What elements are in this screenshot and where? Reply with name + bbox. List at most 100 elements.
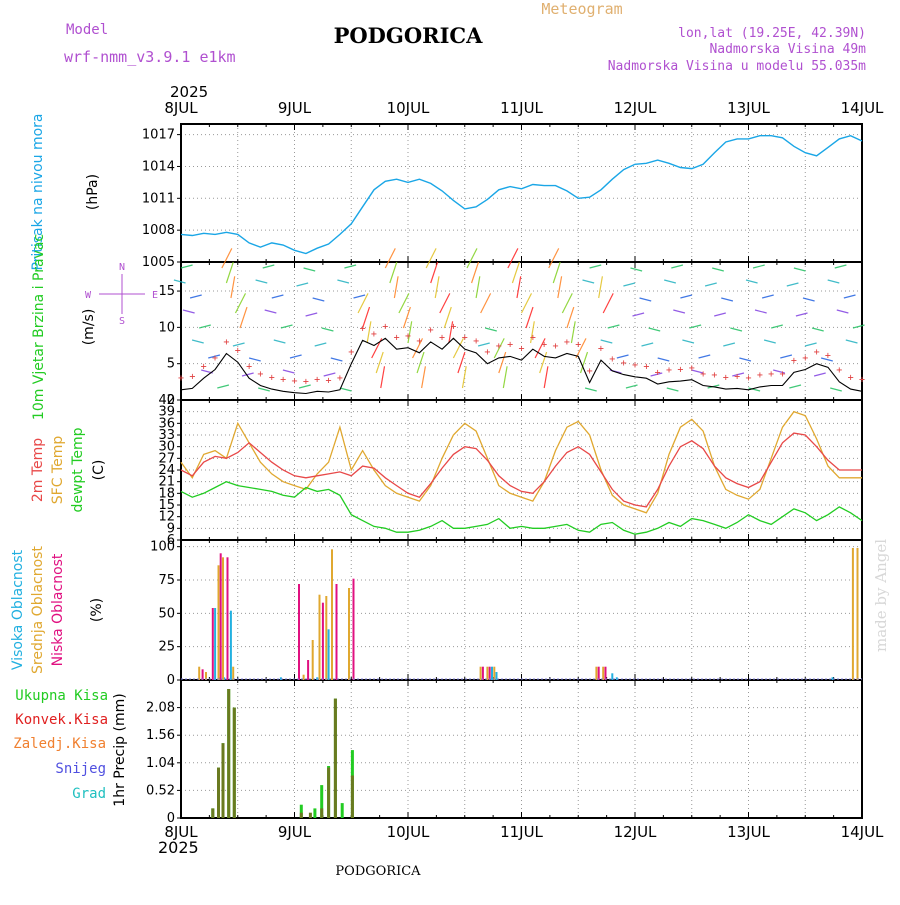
wind-arrow bbox=[255, 279, 268, 284]
cloud-low-bar bbox=[352, 578, 355, 680]
x-tick-label-bottom: 11JUL bbox=[500, 823, 543, 841]
gust-marker: + bbox=[859, 375, 865, 386]
wind-arrow bbox=[561, 293, 573, 314]
gust-marker: + bbox=[269, 372, 275, 383]
wind-arrow bbox=[280, 324, 293, 329]
wind-arrow bbox=[623, 282, 636, 287]
gust-marker: + bbox=[677, 364, 683, 375]
gust-marker: + bbox=[212, 353, 218, 364]
wind-arrow bbox=[739, 357, 752, 362]
wind-arrow bbox=[793, 267, 806, 272]
wind-arrow bbox=[273, 339, 286, 344]
wind-arrow bbox=[557, 276, 563, 299]
wind-arrow bbox=[337, 279, 350, 284]
wind-arrow bbox=[639, 297, 652, 302]
wind-arrow bbox=[439, 293, 451, 314]
gust-marker: + bbox=[257, 369, 263, 380]
gust-marker: + bbox=[711, 370, 717, 381]
cloud-low-bar bbox=[604, 666, 607, 680]
x-tick-label-bottom: 12JUL bbox=[614, 823, 657, 841]
y-tick-label: 1.04 bbox=[146, 756, 175, 771]
gust-marker: + bbox=[507, 340, 513, 351]
wind-unit: (m/s) bbox=[81, 309, 97, 346]
wind-arrow bbox=[353, 294, 366, 299]
wind-arrow bbox=[582, 279, 595, 284]
wind-arrow bbox=[830, 387, 842, 392]
gust-marker: + bbox=[587, 366, 593, 377]
x-tick-label-top: 9JUL bbox=[278, 99, 312, 117]
pressure-line bbox=[180, 134, 863, 255]
wind-arrow bbox=[691, 369, 704, 374]
wind-arrow bbox=[566, 306, 575, 329]
cloud-ylabel-high: Visoka Oblacnost bbox=[10, 549, 26, 670]
dewpoint-line bbox=[180, 480, 863, 535]
wind-arrow bbox=[477, 342, 490, 347]
compass-e: E bbox=[152, 290, 158, 301]
wind-arrow bbox=[802, 297, 815, 302]
wind-arrow bbox=[761, 294, 774, 299]
y-tick-label: 0 bbox=[167, 811, 175, 826]
wind-arrow bbox=[745, 279, 758, 284]
wind-arrow bbox=[262, 264, 275, 269]
elevation-label: Nadmorska Visina 49m bbox=[709, 42, 866, 57]
wind-arrow bbox=[173, 279, 186, 284]
wind-arrow bbox=[416, 351, 425, 374]
wind-arrow bbox=[666, 387, 679, 392]
wind-arrow bbox=[452, 338, 464, 359]
wind-arrow bbox=[330, 357, 343, 362]
model-label: Model bbox=[66, 22, 108, 38]
x-tick-label-bottom: 9JUL bbox=[278, 823, 312, 841]
y-tick-label: 24 bbox=[158, 463, 175, 478]
gust-marker: + bbox=[598, 343, 604, 354]
gust-marker: + bbox=[416, 336, 422, 347]
precip-conv-bar bbox=[221, 743, 225, 818]
precip-total-bar bbox=[320, 785, 324, 818]
wind-arrow bbox=[616, 354, 629, 359]
wind-arrow bbox=[516, 276, 522, 299]
wind-arrow bbox=[836, 309, 849, 314]
cloud-mid-bar bbox=[602, 666, 605, 680]
wind-arrow bbox=[230, 276, 236, 299]
gust-marker: + bbox=[280, 375, 286, 386]
wind-speed-line bbox=[180, 337, 863, 395]
wind-arrow bbox=[748, 387, 761, 392]
wind-arrow bbox=[771, 324, 783, 329]
wind-arrow bbox=[241, 372, 254, 377]
wind-arrow bbox=[362, 306, 371, 329]
wind-arrow bbox=[804, 342, 817, 347]
wind-arrow bbox=[811, 327, 824, 332]
y-tick-label: 25 bbox=[158, 640, 175, 655]
wind-arrow bbox=[834, 264, 847, 269]
wind-arrow bbox=[457, 351, 466, 374]
gust-marker: + bbox=[394, 332, 400, 343]
wind-arrow bbox=[443, 306, 452, 329]
cloud-low-bar bbox=[307, 660, 310, 680]
y-tick-label: 27 bbox=[158, 451, 175, 466]
wind-arrow bbox=[314, 342, 327, 347]
y-tick-label: 0 bbox=[167, 393, 175, 408]
temp-unit: (C) bbox=[91, 460, 107, 481]
wind-arrow bbox=[357, 293, 369, 314]
gust-marker: + bbox=[291, 376, 297, 387]
wind-arrow bbox=[671, 264, 684, 269]
wind-arrow bbox=[754, 309, 767, 314]
wind-arrow bbox=[264, 309, 277, 314]
page-title: PODGORICA bbox=[334, 23, 484, 48]
wind-arrow bbox=[305, 312, 318, 317]
gust-marker: + bbox=[802, 353, 808, 364]
wind-arrow bbox=[402, 306, 411, 329]
wind-arrow bbox=[321, 327, 334, 332]
gust-marker: + bbox=[337, 373, 343, 384]
wind-arrow bbox=[648, 327, 661, 332]
wind-arrow bbox=[389, 261, 398, 284]
precip-conv-bar bbox=[333, 698, 337, 818]
y-tick-label: 18 bbox=[158, 486, 175, 501]
precip-conv-bar bbox=[217, 767, 220, 818]
gust-marker: + bbox=[791, 356, 797, 367]
wind-arrow bbox=[827, 279, 840, 284]
compass-arrows bbox=[99, 274, 145, 314]
precip-conv-bar bbox=[232, 707, 236, 818]
wind-arrow bbox=[763, 339, 776, 344]
pressure-ylabel: Pritisak na nivou mora bbox=[30, 113, 46, 270]
wind-arrow bbox=[813, 372, 826, 377]
